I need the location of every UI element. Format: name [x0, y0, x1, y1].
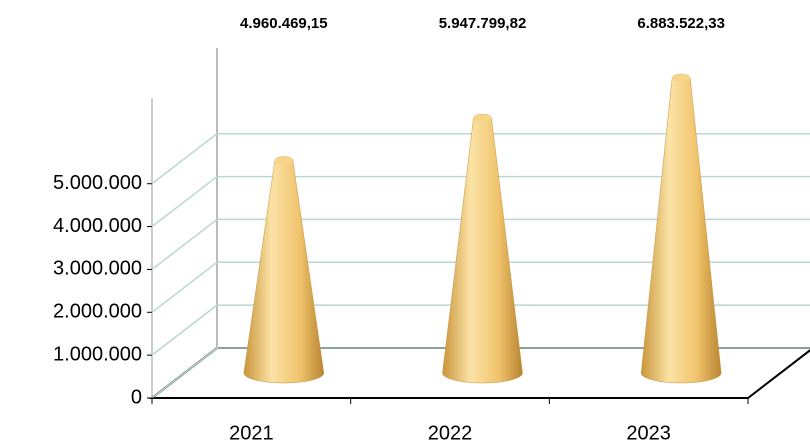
- x-tick-label: 2022: [428, 422, 473, 444]
- grid-line: [151, 175, 218, 228]
- value-label: 5.947.799,82: [439, 15, 527, 32]
- grid-line: [151, 304, 218, 356]
- grid-line: [151, 347, 218, 399]
- y-tick-label: 3.000.000: [53, 258, 142, 280]
- grid-line: [151, 261, 218, 313]
- cone: [442, 113, 523, 384]
- y-tick-label: 5.000.000: [53, 172, 142, 194]
- y-tick-label: 4.000.000: [53, 215, 142, 237]
- value-label: 6.883.522,33: [637, 15, 725, 32]
- cone: [243, 156, 325, 384]
- y-tick-label: 0: [131, 386, 142, 408]
- grid-line: [151, 218, 218, 271]
- value-label: 4.960.469,15: [240, 15, 328, 32]
- y-tick-label: 1.000.000: [53, 343, 142, 365]
- x-tick-label: 2023: [626, 422, 671, 444]
- x-tick-label: 2021: [229, 422, 274, 444]
- cone-tip: [473, 114, 492, 123]
- cone-tip: [274, 156, 293, 165]
- cone-tip: [672, 73, 691, 82]
- grid-line: [151, 133, 218, 185]
- y-tick-label: 2.000.000: [53, 301, 142, 323]
